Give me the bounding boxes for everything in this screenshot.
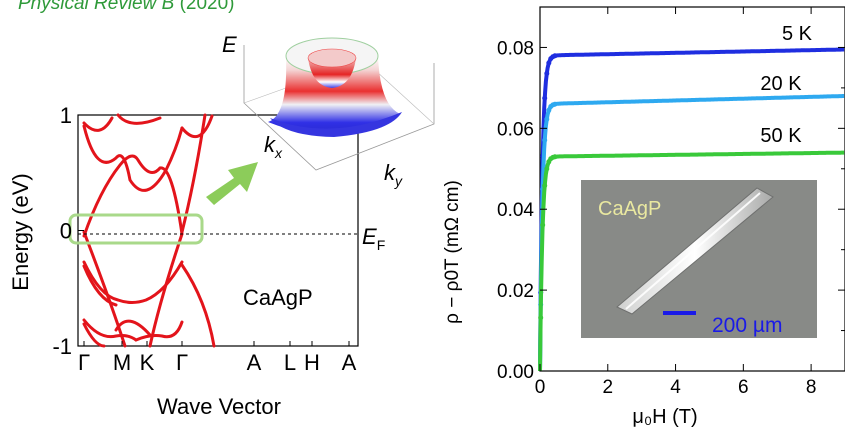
- sample-photo-inset: CaAgP 200 µm: [581, 180, 817, 338]
- band-x-tick-label: A: [247, 350, 262, 375]
- band-line: [180, 114, 214, 139]
- fermi-level-label: EF: [362, 224, 385, 253]
- journal-name: Physical Review B: [18, 0, 175, 14]
- band-x-tick-label: Γ: [78, 350, 90, 375]
- surface-axis-box: [243, 45, 435, 171]
- ky-main: k: [384, 160, 396, 185]
- band-plot-frame: [77, 114, 359, 347]
- dispersion-surface: E kx ky: [222, 32, 435, 189]
- mr-y-tick-label: 0.00: [497, 362, 534, 383]
- crystal-highlight: [625, 192, 761, 310]
- mr-data-point: [552, 101, 558, 107]
- mr-x-tick-label: 8: [806, 377, 817, 398]
- mr-data-point: [540, 222, 546, 228]
- band-line: [82, 116, 114, 132]
- band-line: [82, 264, 118, 307]
- band-line: [82, 260, 184, 304]
- band-line: [180, 263, 216, 348]
- mr-x-axis-label: μ₀H (T): [632, 406, 697, 428]
- mr-data-point: [542, 183, 548, 189]
- fermi-main: E: [362, 224, 377, 249]
- band-y-tick-label: 1: [60, 103, 72, 128]
- mr-y-axis-label: ρ − ρ0T (mΩ cm): [442, 180, 463, 324]
- mr-y-axis: 0.00 0.02 0.04 0.06 0.08: [497, 38, 845, 383]
- band-line: [82, 154, 184, 238]
- band-line: [114, 319, 152, 337]
- mr-x-tick-label: 0: [535, 377, 546, 398]
- surface-outer-skirt: [268, 56, 400, 135]
- band-x-tick-label: Γ: [176, 350, 188, 375]
- band-x-axis-label: Wave Vector: [157, 394, 281, 419]
- band-x-tick-label: K: [140, 350, 155, 375]
- mr-data-point: [538, 315, 544, 321]
- mr-x-axis: 0 2 4 6 8: [535, 7, 817, 398]
- mr-data-point: [542, 137, 548, 143]
- magnetoresistance-panel: 0.00 0.02 0.04 0.06 0.08 0 2 4 6 8 5 K 20 K 50 K ρ…: [442, 6, 845, 428]
- mr-series-line: [538, 150, 845, 372]
- mr-series-label: 20 K: [760, 73, 802, 95]
- mr-data-point: [544, 71, 550, 76]
- surface-lower-band: [270, 112, 402, 137]
- mr-series-line: [538, 47, 845, 372]
- mr-data-point: [546, 107, 552, 113]
- mr-plot-frame: [539, 6, 845, 372]
- band-y-tick-label: 0: [60, 219, 72, 244]
- mr-data-point: [544, 166, 550, 172]
- band-material-label: CaAgP: [243, 285, 313, 310]
- journal-year: (2020): [179, 0, 235, 14]
- mr-x-tick-label: 6: [738, 377, 749, 398]
- band-x-tick-label: H: [304, 350, 320, 375]
- band-y-axis: 1 0 -1: [52, 103, 84, 359]
- band-line: [82, 322, 106, 348]
- band-line: [116, 113, 162, 125]
- band-y-tick-label: -1: [52, 334, 72, 359]
- mr-data-point: [544, 116, 550, 122]
- band-curves: [82, 113, 216, 348]
- mr-series-line: [538, 94, 845, 372]
- surface-energy-label: E: [222, 32, 237, 57]
- band-line: [82, 230, 127, 348]
- band-y-axis-label: Energy (eV): [8, 173, 33, 290]
- fermi-sub: F: [377, 237, 386, 253]
- mr-series-label: 5 K: [782, 23, 813, 45]
- band-line: [180, 113, 207, 234]
- kx-main: k: [264, 132, 276, 157]
- band-x-tick-label: A: [342, 350, 357, 375]
- mr-x-tick-label: 2: [602, 377, 613, 398]
- surface-kx-label: kx: [264, 132, 283, 161]
- mr-series-labels: 5 K 20 K 50 K: [760, 23, 812, 147]
- mr-x-tick-label: 4: [670, 377, 681, 398]
- mr-data-point: [552, 53, 558, 59]
- ky-sub: y: [394, 173, 403, 189]
- inset-material-label: CaAgP: [598, 198, 661, 220]
- mr-data-point: [546, 60, 552, 66]
- fermi-highlight-box: [68, 213, 204, 245]
- mr-y-tick-label: 0.04: [497, 200, 534, 221]
- scale-bar-label: 200 µm: [712, 314, 782, 337]
- mr-y-tick-label: 0.08: [497, 38, 534, 59]
- band-line: [82, 318, 184, 342]
- surface-ky-label: ky: [384, 160, 403, 189]
- citation-header: Physical Review B (2020): [18, 0, 234, 15]
- band-x-tick-label: L: [284, 350, 296, 375]
- mr-y-tick-label: 0.02: [497, 281, 534, 302]
- band-x-tick-label: M: [113, 350, 131, 375]
- zoom-arrow: [206, 162, 258, 205]
- kx-sub: x: [274, 145, 283, 161]
- mr-y-tick-label: 0.06: [497, 119, 534, 140]
- mr-curves: [538, 47, 845, 372]
- surface-inner-rim: [307, 48, 357, 68]
- mr-series-label: 50 K: [760, 125, 802, 147]
- mr-data-point: [552, 154, 558, 160]
- band-line: [82, 124, 184, 192]
- mr-data-point: [542, 95, 548, 101]
